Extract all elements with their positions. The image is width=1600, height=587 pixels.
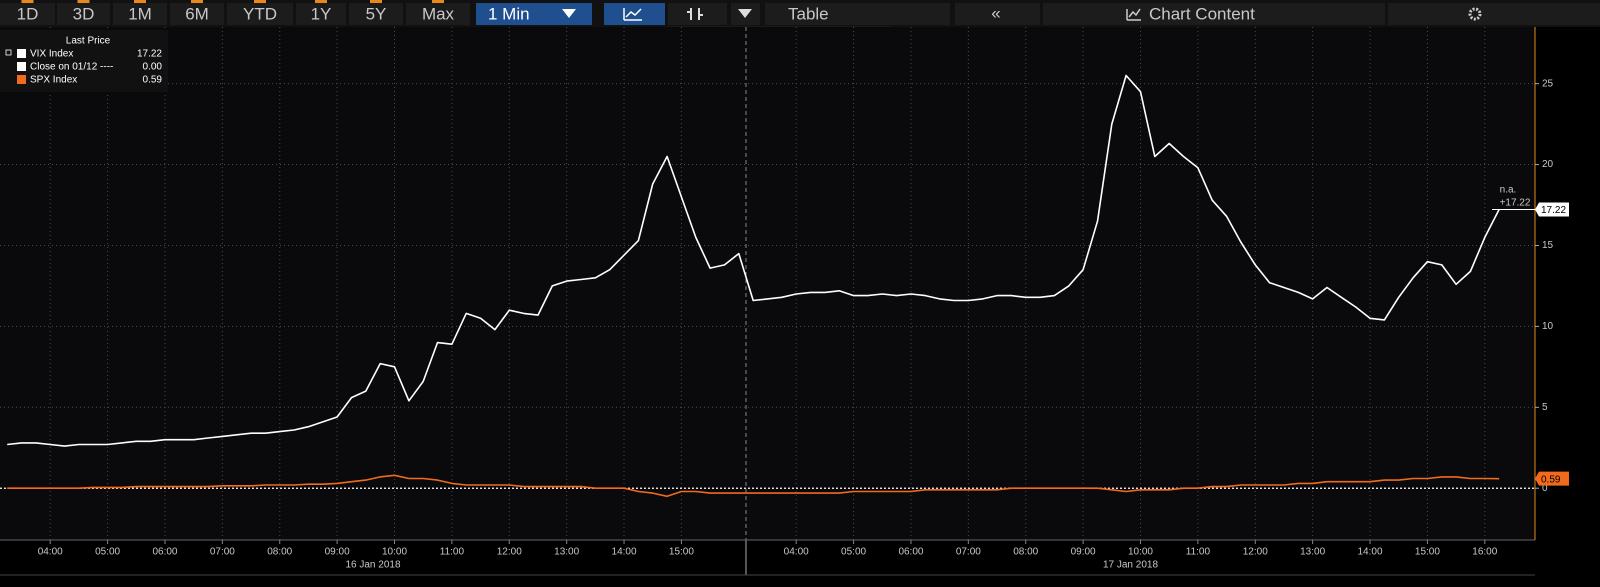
- x-tick-label: 14:00: [1358, 547, 1383, 558]
- table-button[interactable]: [765, 3, 950, 25]
- button-accent: [191, 0, 203, 3]
- interval-button[interactable]: [476, 3, 592, 25]
- button-accent: [21, 0, 34, 3]
- range-button[interactable]: [0, 3, 55, 25]
- range-button[interactable]: [170, 3, 224, 25]
- annotation: +17.22: [1500, 198, 1531, 209]
- legend-swatch: [17, 62, 26, 71]
- x-tick-label: 10:00: [1128, 547, 1153, 558]
- x-tick-label: 05:00: [95, 547, 120, 558]
- last-value-label: 0.59: [1541, 474, 1561, 485]
- x-tick-label: 10:00: [382, 547, 407, 558]
- button-accent: [370, 0, 382, 3]
- range-button[interactable]: [113, 3, 167, 25]
- last-value-tag: [1535, 471, 1569, 486]
- range-label[interactable]: 1M: [128, 4, 152, 23]
- range-label[interactable]: YTD: [243, 4, 277, 23]
- range-label[interactable]: 5Y: [366, 4, 387, 23]
- x-tick-label: 11:00: [1186, 547, 1211, 558]
- series-line: [7, 474, 1500, 498]
- y-tick-label: 15: [1542, 240, 1554, 251]
- x-tick-label: 04:00: [784, 547, 809, 558]
- x-tick-label: 15:00: [1415, 547, 1440, 558]
- x-tick-label: 08:00: [1013, 547, 1038, 558]
- range-button[interactable]: [349, 3, 403, 25]
- date-label: 17 Jan 2018: [1103, 560, 1158, 571]
- x-tick-label: 04:00: [38, 547, 63, 558]
- legend-value: 0.59: [143, 75, 163, 86]
- y-tick-label: 20: [1542, 159, 1554, 170]
- toolbar: 1D 3D 1M 6M YTD 1Y 5Y Max 1 Min Table « Chart Conte…: [0, 0, 1600, 42]
- interval-label[interactable]: 1 Min: [488, 4, 530, 23]
- table-label[interactable]: Table: [788, 4, 829, 23]
- legend-box: [0, 30, 168, 92]
- x-tick-label: 16:00: [1472, 547, 1497, 558]
- legend-value: 17.22: [137, 49, 162, 60]
- x-tick-label: 09:00: [325, 547, 350, 558]
- legend-label: Close on 01/12 ----: [30, 62, 113, 73]
- chart-content-label[interactable]: Chart Content: [1149, 4, 1255, 23]
- x-tick-label: 14:00: [612, 547, 637, 558]
- x-tick-label: 06:00: [898, 547, 923, 558]
- plot-area: [0, 27, 1535, 540]
- x-tick-label: 13:00: [1300, 547, 1325, 558]
- range-label[interactable]: 1Y: [311, 4, 332, 23]
- range-button[interactable]: [296, 3, 346, 25]
- range-label[interactable]: 6M: [185, 4, 209, 23]
- x-tick-label: 09:00: [1071, 547, 1096, 558]
- button-accent: [315, 0, 327, 3]
- studies-button[interactable]: [668, 3, 727, 25]
- x-tick-label: 06:00: [152, 547, 177, 558]
- annotation: n.a.: [1500, 185, 1517, 196]
- more-icon: [738, 9, 752, 18]
- series-line: [7, 74, 1500, 447]
- button-accent: [432, 0, 444, 3]
- x-tick-label: 05:00: [841, 547, 866, 558]
- dropdown-icon: [562, 9, 576, 18]
- last-value-label: 17.22: [1541, 205, 1566, 216]
- button-accent: [77, 0, 90, 3]
- studies-icon: [687, 8, 703, 20]
- legend-title: Last Price: [66, 36, 111, 47]
- legend-swatch: [17, 49, 26, 58]
- y-tick-label: 0: [1542, 483, 1548, 494]
- x-tick-label: 07:00: [210, 547, 235, 558]
- x-tick-label: 08:00: [267, 547, 292, 558]
- x-tick-label: 11:00: [440, 547, 465, 558]
- legend-swatch: [17, 75, 26, 84]
- content-icon: [1126, 8, 1141, 21]
- x-tick-label: 13:00: [554, 547, 579, 558]
- collapse-button[interactable]: [955, 3, 1040, 25]
- line-icon: [623, 8, 642, 21]
- legend-label: SPX Index: [30, 75, 77, 86]
- range-label[interactable]: Max: [422, 4, 455, 23]
- y-tick-label: 5: [1542, 402, 1548, 413]
- plot: 04:00 05:00 06:00 07:00 08:00 09:00 10:00 11:00…: [0, 27, 1569, 576]
- collapse-icon: «: [991, 3, 1000, 22]
- range-button[interactable]: [227, 3, 293, 25]
- legend-checkbox: [5, 49, 12, 56]
- gear-icon: [1468, 7, 1482, 21]
- legend-value: 0.00: [143, 62, 163, 73]
- x-tick-label: 15:00: [669, 547, 694, 558]
- y-tick-label: 10: [1542, 321, 1554, 332]
- x-tick-label: 12:00: [1243, 547, 1268, 558]
- y-tick-label: 25: [1542, 78, 1554, 89]
- button-accent: [134, 0, 146, 3]
- range-label[interactable]: 3D: [73, 4, 95, 23]
- settings-button[interactable]: [1388, 3, 1600, 25]
- x-tick-label: 07:00: [956, 547, 981, 558]
- x-tick-label: 12:00: [497, 547, 522, 558]
- range-label[interactable]: 1D: [17, 4, 39, 23]
- date-label: 16 Jan 2018: [345, 560, 400, 571]
- button-accent: [254, 0, 266, 3]
- legend-label: VIX Index: [30, 49, 73, 60]
- last-value-tag: [1535, 202, 1569, 217]
- range-button[interactable]: [57, 3, 110, 25]
- range-button[interactable]: [406, 3, 470, 25]
